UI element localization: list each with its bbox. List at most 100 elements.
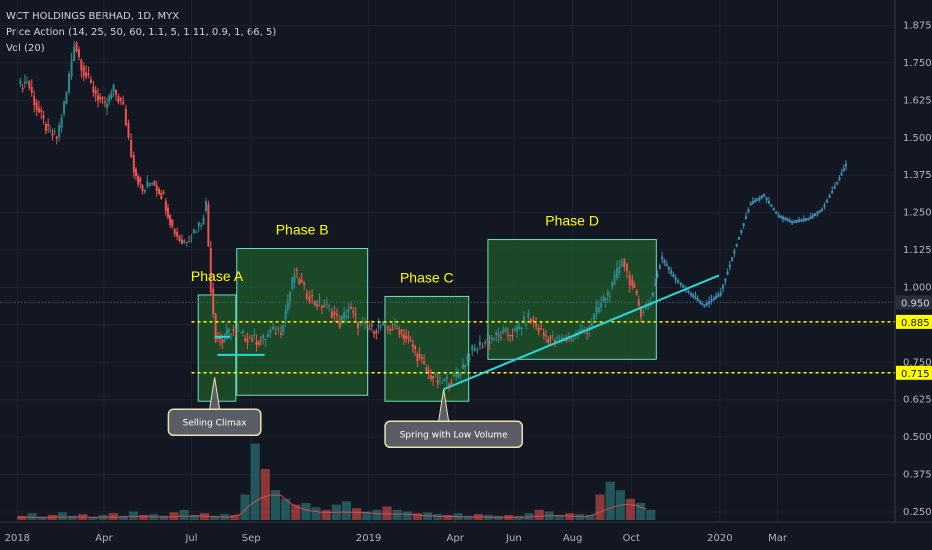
price-badge-label: 0.715 [901,369,930,380]
candle-body [248,337,251,339]
callout-box [384,420,524,449]
candle-body [300,279,303,283]
projection-body [742,223,745,227]
candle-body [499,336,502,338]
volume-bar [554,514,565,520]
candle-body [134,168,137,177]
candle-body [303,283,306,285]
candle-body [204,200,207,212]
candle-body [532,319,535,322]
projection-body [756,198,759,202]
indicator-volume-legend[interactable]: Vol (20) [6,43,45,54]
candle-body [545,335,548,337]
x-tick-label: Oct [623,533,640,544]
candle-body [520,328,523,330]
candle-body [316,304,319,307]
candle-body [298,278,301,285]
candle-body [572,336,575,338]
projection-body [786,218,789,222]
candle-body [333,311,336,316]
callout-label: Selling Climax [183,418,248,428]
candle-body [117,96,120,103]
candle-body [188,240,191,242]
candle-body [391,328,394,331]
candle-body [197,222,200,227]
projection-body [745,216,748,220]
candle-body [423,361,426,364]
indicator-price-action-legend[interactable]: Price Action (14, 25, 50, 60, 1.1, 5, 1.… [6,27,277,38]
projection-body [731,257,734,261]
candle-body [282,325,285,333]
y-tick-label: 0.375 [903,470,932,481]
candle-body [255,341,258,345]
projection-body [805,218,808,222]
candle-body [497,333,500,336]
candle-body [600,302,603,308]
projection-body [749,202,752,206]
projection-body [831,190,834,194]
projection-body [665,263,668,267]
candle-body [504,328,507,332]
price-badge [896,365,932,380]
candle-body [51,133,54,136]
candle-body [644,305,647,309]
volume-bar [392,509,402,520]
candle-body [633,284,636,288]
x-tick-label: 2019 [356,533,381,544]
candle-body [42,115,45,119]
candle-body [490,338,493,340]
candle-body [89,79,92,83]
projection-body [677,279,680,283]
projection-body [779,215,782,219]
candle-body [110,93,113,99]
candle-body [94,90,97,95]
volume-bar [301,503,311,520]
candle-body [264,338,267,341]
volume-bar [250,443,260,520]
phase-label: Phase D [545,213,599,229]
y-tick-label: 0.250 [903,507,932,518]
projection-body [703,304,706,308]
price-badge-label: 0.885 [901,318,930,329]
volume-bar [189,514,199,520]
candle-body [615,268,618,278]
projection-body [651,292,654,296]
volume-bar [595,494,605,520]
candle-body [162,192,165,194]
trend-line [443,274,720,391]
projection-body [770,204,773,208]
projection-body [708,301,711,304]
candle-body [432,375,435,379]
candle-body [108,95,111,102]
candle-body [280,332,283,335]
candle-body [529,318,532,323]
candle-body [75,42,78,52]
candle-body [554,339,557,342]
candle-body [225,330,228,336]
volume-bar [128,511,139,520]
candle-body [173,229,176,235]
candle-body [411,344,414,348]
candle-body [642,312,645,314]
projection-body [726,271,729,275]
projection-body [719,292,722,296]
volume-bar [88,516,98,520]
candle-body [328,305,331,307]
candle-body [506,334,509,336]
y-tick-label: 1.500 [903,133,932,144]
candle-body [308,296,311,303]
candle-body [608,295,611,297]
candle-body [253,333,256,336]
candle-body [141,185,144,192]
volume-moving-average [17,494,647,519]
y-tick-label: 0.500 [903,432,932,443]
candle-body [44,124,47,131]
candle-body [373,331,376,335]
time-axis [0,522,932,550]
candle-body [570,338,573,340]
projection-body [670,270,673,274]
candle-body [450,382,453,384]
candle-body [185,241,188,243]
candle-body [525,324,528,326]
